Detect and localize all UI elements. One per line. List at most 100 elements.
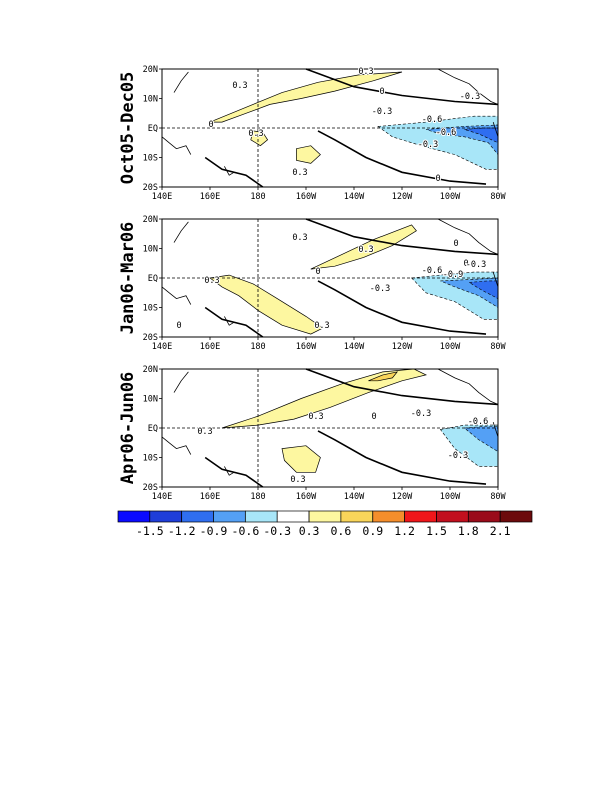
colorbar-swatch — [213, 510, 246, 523]
coastline — [437, 218, 499, 255]
contour-label: -0.3 — [411, 409, 431, 419]
map-panel: 140E 160E 180 160W 140W 120W 100W 80W 20N 10N EQ 10… — [118, 65, 507, 202]
contour-label: 0.3 — [292, 168, 307, 178]
coastline — [224, 316, 235, 326]
x-tick-label: 80W — [490, 492, 506, 502]
positive-anomaly-region — [209, 274, 324, 335]
coastline — [173, 71, 189, 93]
x-tick-label: 140W — [344, 342, 365, 352]
zero-contour-line — [204, 306, 264, 338]
x-tick-label: 180 — [250, 342, 265, 352]
contour-label: -0.3 — [448, 451, 468, 461]
x-tick-label: 180 — [250, 492, 265, 502]
x-tick-label: 120W — [392, 492, 413, 502]
x-tick-label: 100W — [440, 192, 461, 202]
contour-label: -0.3 — [372, 107, 392, 117]
y-tick-label: 20N — [143, 215, 158, 225]
contour-label: -0.3 — [370, 284, 390, 294]
y-tick-label: 20S — [143, 483, 158, 493]
contour-label: 0.3 — [358, 245, 373, 255]
coastline — [161, 436, 192, 455]
zero-contour-line — [317, 280, 487, 335]
y-tick-label: 10S — [143, 304, 158, 314]
contour-label: -0.3 — [418, 140, 438, 150]
zero-contour-line — [204, 156, 264, 188]
contour-label: 0 — [371, 412, 376, 422]
contour-label: 0 — [463, 259, 468, 269]
zero-contour-line — [317, 430, 487, 485]
x-tick-label: 180 — [250, 192, 265, 202]
y-tick-label: EQ — [148, 124, 158, 134]
x-tick-label: 120W — [392, 342, 413, 352]
contour-label: 0.3 — [204, 276, 219, 286]
contour-label: -0.3 — [466, 260, 486, 270]
contour-label: 0 — [435, 174, 440, 184]
coastline — [161, 286, 192, 305]
positive-anomaly-region — [250, 130, 269, 147]
contour-label: -0.9 — [443, 270, 463, 280]
contour-label: 0 — [176, 321, 181, 331]
x-tick-label: 80W — [490, 342, 506, 352]
x-tick-label: 100W — [440, 492, 461, 502]
colorbar-swatch — [181, 510, 214, 523]
colorbar-swatch — [499, 510, 533, 523]
contour-label: -0.3 — [460, 92, 480, 102]
x-tick-label: 160W — [296, 342, 317, 352]
colorbar-swatch — [372, 510, 405, 523]
contour-label: 0.3 — [314, 321, 329, 331]
colorbar-label: 1.2 — [394, 524, 415, 538]
y-tick-label: 10N — [143, 395, 158, 405]
x-tick-label: 140W — [344, 192, 365, 202]
colorbar-swatch — [276, 510, 310, 523]
x-tick-label: 100W — [440, 342, 461, 352]
x-tick-label: 120W — [392, 192, 413, 202]
x-tick-label: 160E — [200, 342, 220, 352]
panel-title: Oct05-Dec05 — [118, 72, 138, 185]
colorbar: -1.5 -1.2 -0.9 -0.6 -0.3 0.3 0.6 0.9 1.2 1.5 1.8 2.… — [117, 510, 533, 538]
contour-label: 0.3 — [308, 412, 323, 422]
panel-title: Apr06-Jun06 — [118, 372, 138, 485]
colorbar-label: 0.3 — [299, 524, 320, 538]
contour-label: 0.3 — [290, 475, 305, 485]
y-tick-label: 20N — [143, 365, 158, 375]
y-tick-label: 10N — [143, 245, 158, 255]
colorbar-label: -0.3 — [263, 524, 291, 538]
zero-contour-line — [305, 68, 499, 106]
colorbar-label: 1.8 — [458, 524, 479, 538]
y-tick-label: 20N — [143, 65, 158, 75]
contour-label: 0 — [379, 87, 384, 97]
colorbar-swatch — [467, 510, 501, 523]
zero-contour-line — [204, 456, 264, 488]
coastline — [437, 368, 499, 405]
y-tick-label: EQ — [148, 424, 158, 434]
zero-contour-line — [317, 130, 487, 185]
x-tick-label: 80W — [490, 192, 506, 202]
coastline — [173, 221, 189, 243]
x-tick-label: 160E — [200, 192, 220, 202]
panel-title: Jan06-Mar06 — [118, 222, 138, 335]
colorbar-label: 0.6 — [331, 524, 352, 538]
coastline — [161, 136, 192, 155]
contour-label: 0 — [315, 267, 320, 277]
contour-label: -0.6 — [468, 417, 488, 427]
contour-label: -0.6 — [422, 266, 442, 276]
y-tick-label: 10S — [143, 154, 158, 164]
coastline — [173, 371, 189, 393]
colorbar-swatch — [436, 510, 469, 523]
x-tick-label: 160W — [296, 492, 317, 502]
y-tick-label: EQ — [148, 274, 158, 284]
colorbar-label: -0.9 — [200, 524, 228, 538]
colorbar-label: 2.1 — [490, 524, 511, 538]
x-tick-label: 140E — [152, 192, 172, 202]
x-tick-label: 160E — [200, 492, 220, 502]
x-tick-label: 140E — [152, 342, 172, 352]
coastline — [437, 68, 499, 105]
x-tick-label: 140E — [152, 492, 172, 502]
contour-label: 0.3 — [358, 67, 373, 77]
positive-anomaly-region — [368, 371, 399, 382]
contour-label: 0.3 — [232, 81, 247, 91]
contour-label: -0.6 — [422, 115, 442, 125]
colorbar-label: -0.6 — [232, 524, 260, 538]
